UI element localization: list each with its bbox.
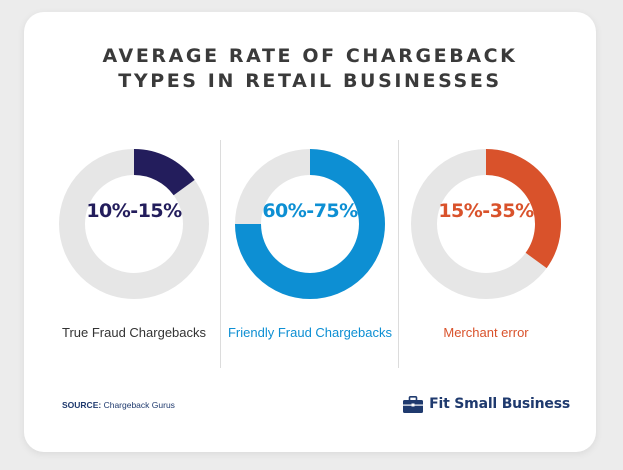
donut-value-label: 60%-75%	[262, 200, 358, 222]
donut-segment	[235, 149, 385, 299]
donut-svg-true-fraud	[59, 149, 209, 299]
title-line-2: TYPES IN RETAIL BUSINESSES	[118, 70, 502, 92]
brand-name: Fit Small Business	[429, 396, 570, 412]
source-label: SOURCE:	[62, 400, 102, 410]
source-note: SOURCE: Chargeback Gurus	[62, 400, 175, 410]
caption-text: Friendly Fraud Chargebacks	[227, 325, 393, 340]
donut-chart-merchant-error: 15%-35% Merchant error	[398, 140, 574, 370]
caption-text: True Fraud Chargebacks	[61, 325, 207, 340]
donut-chart-friendly-fraud: 60%-75% Friendly Fraud Chargebacks	[222, 140, 398, 370]
column-divider-1	[220, 140, 221, 368]
donut-chart-true-fraud: 10%-15% True Fraud Chargebacks	[46, 140, 222, 370]
donut-segment	[133, 149, 195, 196]
donut-caption: True Fraud Chargebacks	[46, 324, 222, 341]
donut-svg-friendly-fraud	[235, 149, 385, 299]
donut-value-label: 15%-35%	[438, 200, 534, 222]
chart-title: AVERAGE RATE OF CHARGEBACK TYPES IN RETA…	[24, 44, 596, 94]
infographic-card: AVERAGE RATE OF CHARGEBACK TYPES IN RETA…	[24, 12, 596, 452]
title-line-1: AVERAGE RATE OF CHARGEBACK	[102, 45, 518, 67]
briefcase-icon	[403, 395, 424, 413]
source-value: Chargeback Gurus	[103, 400, 175, 410]
donut-segment	[485, 149, 561, 269]
caption-text: Merchant error	[443, 325, 529, 340]
donut-svg-merchant-error	[411, 149, 561, 299]
donut-caption: Friendly Fraud Chargebacks	[222, 324, 398, 341]
column-divider-2	[398, 140, 399, 368]
donut-value-label: 10%-15%	[86, 200, 182, 222]
donut-caption: Merchant error	[398, 324, 574, 341]
brand-logo: Fit Small Business	[403, 394, 570, 414]
